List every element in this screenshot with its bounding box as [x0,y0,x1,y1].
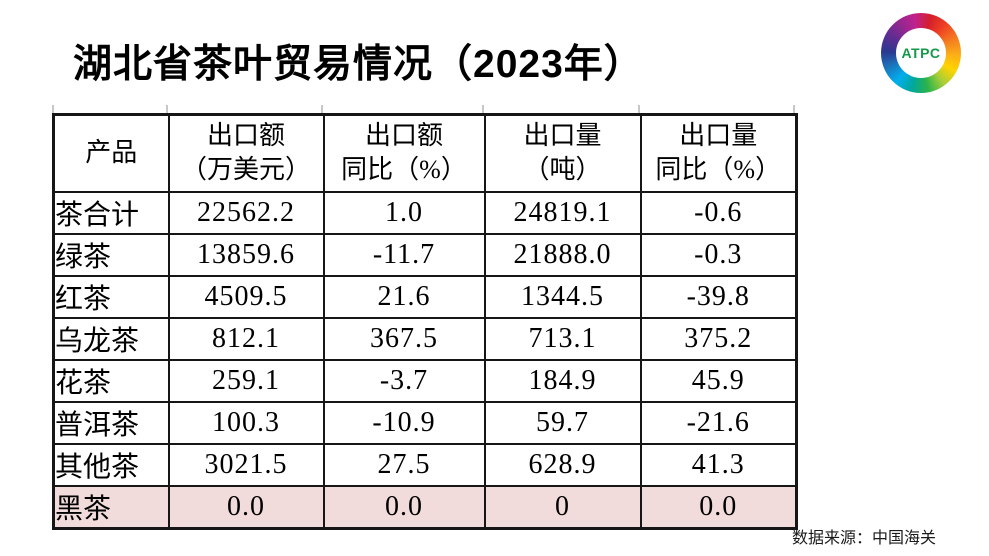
value-cell: -11.7 [322,232,486,277]
header-label: 出口量 [523,121,602,151]
header-cell-export-value: 出口额 （万美元） [167,113,325,193]
value-cell: 1.0 [322,190,486,235]
header-cell-product: 产品 [52,113,170,193]
table-row-oolong-tea: 乌龙茶 812.1 367.5 713.1 375.2 [52,316,798,361]
product-cell: 绿茶 [52,232,170,277]
header-label: 同比（%） [341,155,467,185]
page-title: 湖北省茶叶贸易情况（2023年） [73,43,644,86]
product-cell: 黑茶 [52,484,170,529]
value-cell: -0.3 [639,232,798,277]
value-cell: 21888.0 [483,232,642,277]
value-cell: 24819.1 [483,190,642,235]
header-label: （万美元） [180,155,311,185]
value-cell: 0.0 [322,484,486,529]
table-header-row: 产品 出口额 （万美元） 出口额 同比（%） 出口量 （吨） 出口量 同比（%） [52,113,798,193]
product-cell: 普洱茶 [52,400,170,445]
table-row-total: 茶合计 22562.2 1.0 24819.1 -0.6 [52,190,798,235]
product-cell: 花茶 [52,358,170,403]
gridline-tick [166,105,168,114]
header-cell-export-value-yoy: 出口额 同比（%） [322,113,486,193]
header-label: 出口额 [206,121,285,151]
gridline-tick [482,105,484,114]
value-cell: 45.9 [639,358,798,403]
value-cell: 22562.2 [167,190,325,235]
value-cell: 184.9 [483,358,642,403]
header-cell-export-volume: 出口量 （吨） [483,113,642,193]
value-cell: 41.3 [639,442,798,487]
data-source-note: 数据来源：中国海关 [791,530,936,547]
header-label: 同比（%） [655,155,782,185]
gridline-tick [321,105,323,114]
value-cell: 1344.5 [483,274,642,319]
value-cell: 259.1 [167,358,325,403]
product-cell: 红茶 [52,274,170,319]
value-cell: -21.6 [639,400,798,445]
table-row-other-tea: 其他茶 3021.5 27.5 628.9 41.3 [52,442,798,487]
product-cell: 乌龙茶 [52,316,170,361]
tea-trade-table: 产品 出口额 （万美元） 出口额 同比（%） 出口量 （吨） 出口量 同比（%）… [52,113,798,530]
value-cell: -3.7 [322,358,486,403]
value-cell: 0.0 [639,484,798,529]
logo-label: ATPC [901,45,941,61]
value-cell: 27.5 [322,442,486,487]
table-row-flower-tea: 花茶 259.1 -3.7 184.9 45.9 [52,358,798,403]
table-row-dark-tea-highlighted: 黑茶 0.0 0.0 0 0.0 [52,484,798,529]
header-label: 产品 [85,138,138,168]
gridline-tick [793,105,795,114]
value-cell: 367.5 [322,316,486,361]
value-cell: -10.9 [322,400,486,445]
value-cell: 4509.5 [167,274,325,319]
header-label: （吨） [523,155,602,185]
value-cell: 0.0 [167,484,325,529]
table-row-black-tea-hong: 红茶 4509.5 21.6 1344.5 -39.8 [52,274,798,319]
gridline-tick [638,105,640,114]
product-cell: 其他茶 [52,442,170,487]
value-cell: -0.6 [639,190,798,235]
header-cell-export-volume-yoy: 出口量 同比（%） [639,113,798,193]
logo-inner-circle: ATPC [896,28,946,78]
header-label: 出口额 [364,121,443,151]
product-cell: 茶合计 [52,190,170,235]
value-cell: 812.1 [167,316,325,361]
table-row-puer-tea: 普洱茶 100.3 -10.9 59.7 -21.6 [52,400,798,445]
value-cell: 628.9 [483,442,642,487]
header-label: 出口量 [679,121,758,151]
value-cell: 3021.5 [167,442,325,487]
table-row-green-tea: 绿茶 13859.6 -11.7 21888.0 -0.3 [52,232,798,277]
value-cell: 100.3 [167,400,325,445]
atpc-logo: ATPC [881,13,961,93]
gridline-tick [52,105,54,114]
value-cell: 375.2 [639,316,798,361]
value-cell: 0 [483,484,642,529]
value-cell: 59.7 [483,400,642,445]
value-cell: 713.1 [483,316,642,361]
value-cell: 13859.6 [167,232,325,277]
value-cell: -39.8 [639,274,798,319]
value-cell: 21.6 [322,274,486,319]
